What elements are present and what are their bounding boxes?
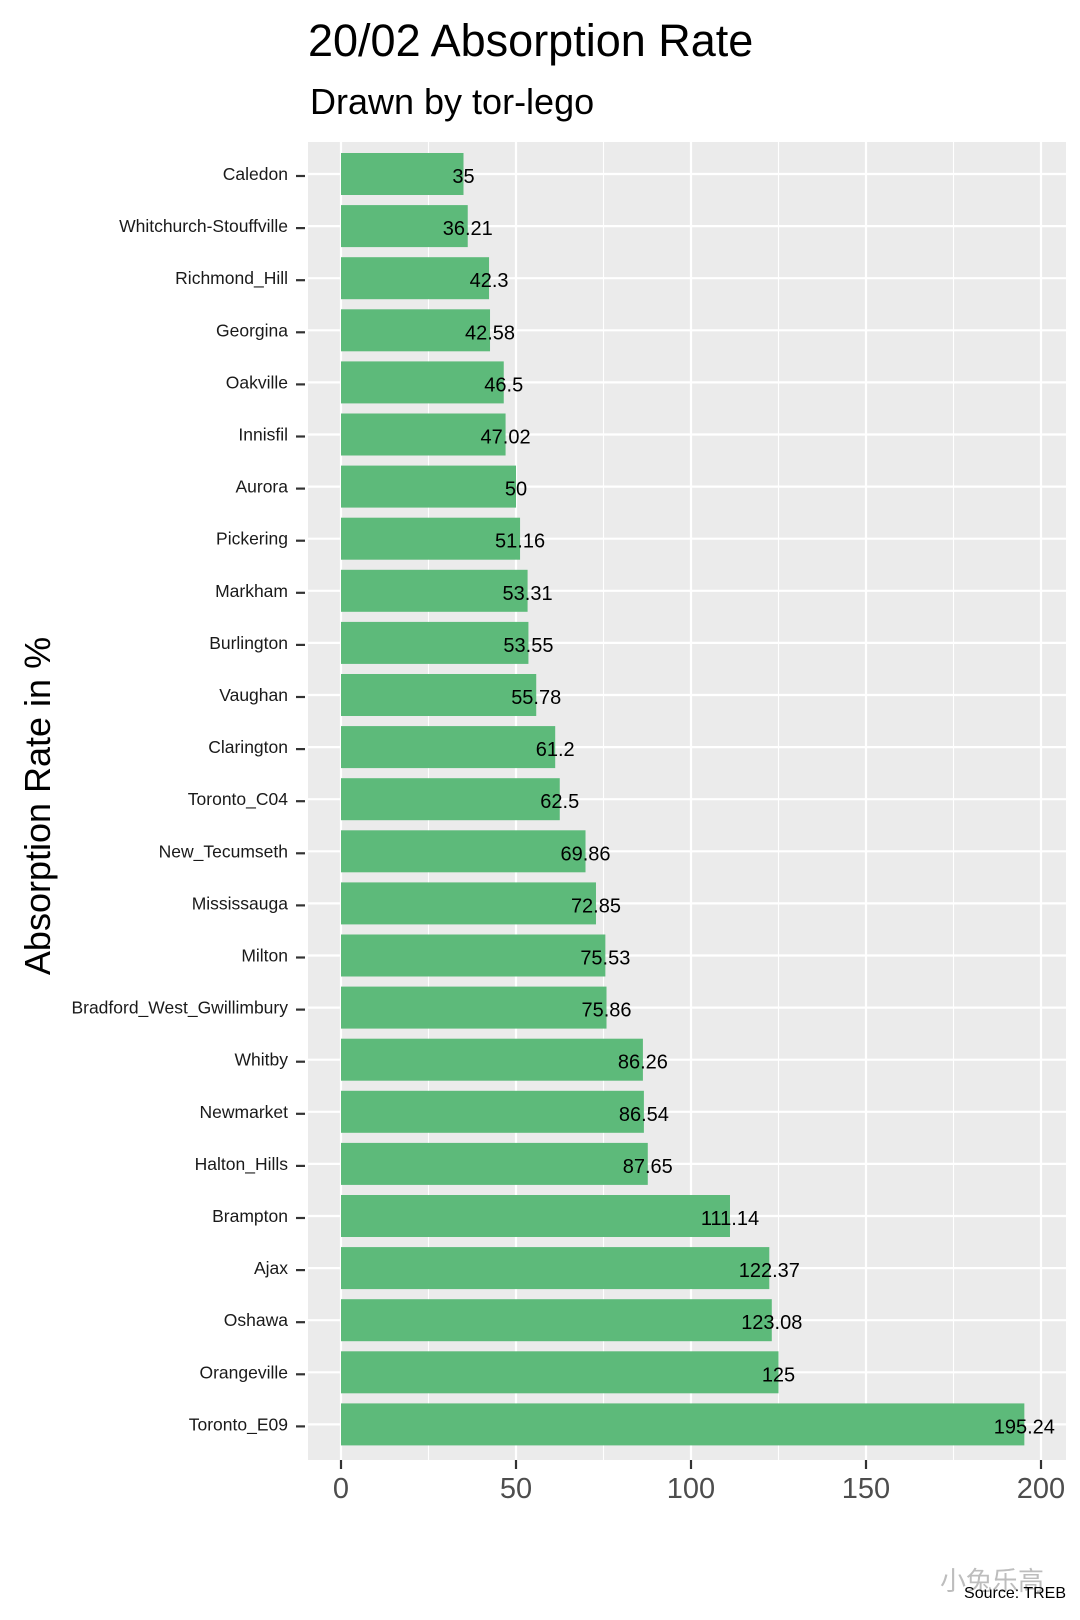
value-label: 75.53 (580, 948, 630, 970)
bar-Whitby (341, 1038, 643, 1081)
bar-Oshawa (341, 1299, 772, 1342)
bar-Georgina (341, 309, 491, 352)
value-label: 61.2 (536, 739, 575, 761)
category-label: Oakville (226, 372, 288, 392)
bar-Richmond_Hill (341, 257, 490, 300)
value-label: 53.55 (503, 635, 553, 657)
bar-Milton (341, 934, 606, 977)
value-label: 86.26 (618, 1052, 668, 1074)
value-label: 111.14 (701, 1208, 759, 1230)
category-label: Bradford_West_Gwillimbury (71, 998, 288, 1019)
bar-Mississauga (341, 882, 596, 925)
category-label: Toronto_C04 (188, 789, 288, 810)
y-axis-label: Absorption Rate in % (17, 637, 58, 975)
value-label: 46.5 (484, 374, 523, 396)
x-tick-label: 50 (500, 1473, 532, 1505)
bar-Markham (341, 569, 528, 612)
category-label: Orangeville (199, 1362, 288, 1382)
chart-caption: Source: TREB (964, 1585, 1066, 1602)
category-label: Georgina (216, 320, 288, 340)
x-tick-label: 100 (667, 1473, 715, 1505)
value-label: 122.37 (739, 1260, 800, 1282)
category-label: Aurora (235, 477, 288, 497)
watermark: 小兔乐高 (940, 1566, 1044, 1596)
category-label: Richmond_Hill (175, 268, 288, 289)
value-label: 35 (452, 166, 474, 188)
bar-Halton_Hills (341, 1142, 648, 1185)
value-label: 36.21 (443, 218, 493, 240)
category-label: Clarington (208, 737, 288, 757)
category-label: Toronto_E09 (189, 1414, 288, 1435)
category-label: Burlington (209, 633, 288, 653)
value-label: 53.31 (503, 583, 553, 605)
category-labels: Caledon Whitchurch-Stouffville Richmond_Hi… (71, 164, 288, 1435)
category-label: Whitby (235, 1050, 289, 1070)
value-label: 47.02 (481, 427, 531, 449)
value-label: 123.08 (741, 1312, 802, 1334)
category-label: Brampton (212, 1206, 288, 1226)
category-label: Mississauga (192, 893, 289, 913)
category-label: New_Tecumseth (159, 841, 288, 862)
value-label: 195.24 (994, 1416, 1055, 1438)
x-tick-label: 150 (842, 1473, 890, 1505)
value-label: 42.58 (465, 322, 515, 344)
category-label: Newmarket (200, 1102, 289, 1122)
category-label: Pickering (216, 529, 288, 549)
category-label: Whitchurch-Stouffville (119, 216, 288, 236)
chart-subtitle: Drawn by tor-lego (310, 81, 594, 122)
bar-Clarington (341, 726, 556, 769)
category-label: Ajax (254, 1258, 288, 1278)
value-label: 69.86 (560, 843, 610, 865)
category-label: Milton (241, 946, 288, 966)
bar-Oakville (341, 361, 504, 404)
bar-Vaughan (341, 674, 537, 716)
x-tick-label: 0 (333, 1473, 349, 1505)
bar-Aurora (341, 465, 516, 508)
bar-Ajax (341, 1247, 770, 1290)
x-axis: 0 50 100 150 200 (333, 1460, 1065, 1505)
chart-title: 20/02 Absorption Rate (308, 15, 753, 66)
value-label: 125 (762, 1364, 795, 1386)
value-label: 87.65 (623, 1156, 673, 1178)
value-label: 50 (505, 479, 527, 501)
y-tick-marks (296, 174, 305, 1428)
bar-Newmarket (341, 1090, 644, 1133)
bar-Whitchurch-Stouffville (341, 205, 468, 248)
bar-Innisfil (341, 413, 506, 456)
category-label: Innisfil (238, 425, 288, 445)
value-label: 86.54 (619, 1104, 669, 1126)
value-label: 42.3 (470, 270, 509, 292)
bar-Burlington (341, 621, 529, 664)
bar-Bradford_West_Gwillimbury (341, 986, 607, 1029)
bar-Toronto_C04 (341, 778, 560, 821)
value-label: 51.16 (495, 531, 545, 553)
value-labels: 35 36.21 42.3 42.58 46.5 47.02 50 51.16 53.31 53.… (443, 166, 1055, 1438)
grid-lines (308, 142, 1066, 1460)
bar-Pickering (341, 517, 521, 560)
bar-Brampton (341, 1195, 730, 1237)
x-tick-label: 200 (1017, 1473, 1065, 1505)
category-label: Halton_Hills (195, 1154, 289, 1175)
category-label: Vaughan (219, 685, 288, 705)
value-label: 75.86 (581, 1000, 631, 1022)
value-label: 72.85 (571, 895, 621, 917)
bar-Orangeville (341, 1351, 779, 1394)
category-label: Oshawa (224, 1310, 288, 1330)
value-label: 55.78 (511, 687, 561, 709)
category-label: Markham (215, 581, 288, 601)
category-label: Caledon (223, 164, 288, 184)
bars (341, 153, 1025, 1446)
value-label: 62.5 (540, 791, 579, 813)
bar-New_Tecumseth (341, 830, 586, 873)
bar-Toronto_E09 (341, 1403, 1025, 1446)
bar-Caledon (341, 153, 464, 195)
